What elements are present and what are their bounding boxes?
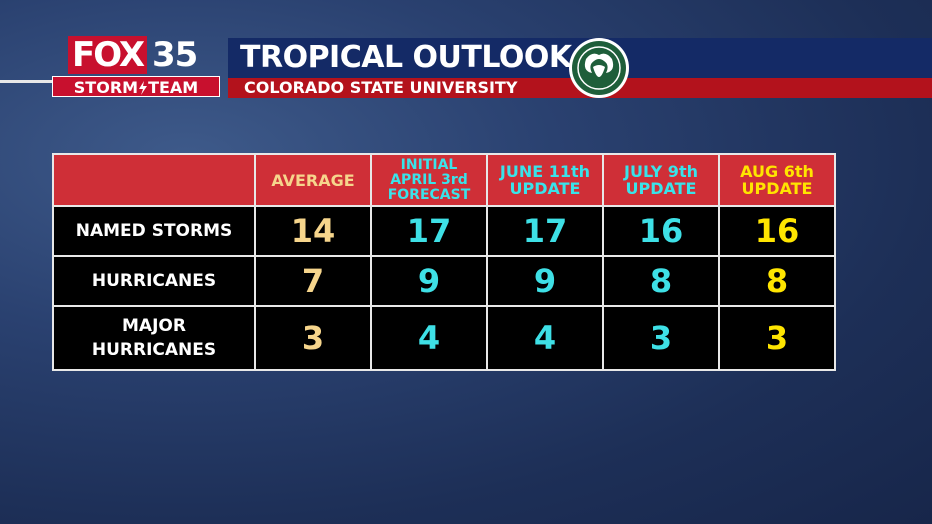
header-row: AVERAGE INITIAL APRIL 3rd FORECAST JUNE 11th… — [52, 153, 836, 207]
value-cell: 7 — [254, 255, 372, 307]
column-header: INITIAL APRIL 3rd FORECAST — [370, 153, 488, 207]
column-header-line: AUG 6th — [740, 162, 814, 181]
value-cell: 8 — [718, 255, 836, 307]
logo-team-right: TEAM — [148, 78, 199, 97]
value-cell: 3 — [254, 305, 372, 371]
bolt — [139, 81, 148, 95]
column-header-line: APRIL 3rd — [390, 171, 468, 188]
corner-cell — [52, 153, 256, 207]
value-cell: 9 — [370, 255, 488, 307]
title: TROPICAL OUTLOOK — [240, 40, 572, 75]
subtitle: COLORADO STATE UNIVERSITY — [244, 78, 518, 97]
value-cell: 14 — [254, 205, 372, 257]
row-label-line: HURRICANES — [91, 340, 217, 360]
logo-channel: 35 — [152, 35, 198, 75]
logo-brand: FOX — [68, 36, 148, 74]
logo-team-left: STORM — [73, 78, 139, 97]
row-label: NAMED STORMS — [52, 205, 256, 257]
column-header: JUNE 11th UPDATE — [486, 153, 604, 207]
value-cell: 16 — [602, 205, 720, 257]
column-header-line: UPDATE — [625, 179, 697, 198]
column-header: AVERAGE — [254, 153, 372, 207]
value-cell: 16 — [718, 205, 836, 257]
column-header-line: JULY 9th — [624, 162, 698, 181]
value-cell: 4 — [370, 305, 488, 371]
value-cell: 3 — [602, 305, 720, 371]
university-seal — [569, 38, 629, 98]
column-header-line: UPDATE — [741, 179, 813, 198]
logo-team: STORM TEAM — [52, 76, 220, 97]
row-label-line: HURRICANES — [91, 271, 217, 291]
column-header: AUG 6th UPDATE — [718, 153, 836, 207]
row-label: HURRICANES — [52, 255, 256, 307]
value-cell: 3 — [718, 305, 836, 371]
value-cell: 17 — [370, 205, 488, 257]
value-cell: 8 — [602, 255, 720, 307]
value-cell: 9 — [486, 255, 604, 307]
data-row: MAJOR HURRICANES 3 4 4 3 3 — [52, 305, 836, 371]
column-header-line: FORECAST — [387, 186, 471, 203]
data-row: NAMED STORMS 14 17 17 16 16 — [52, 205, 836, 257]
row-label-line: MAJOR — [122, 316, 186, 336]
column-header-line: AVERAGE — [271, 170, 355, 190]
column-header-line: INITIAL — [400, 156, 458, 173]
accent-line — [0, 80, 60, 83]
row-label: MAJOR HURRICANES — [52, 305, 256, 371]
value-cell: 17 — [486, 205, 604, 257]
column-header-line: UPDATE — [509, 179, 581, 198]
data-row: HURRICANES 7 9 9 8 8 — [52, 255, 836, 307]
column-header-line: JUNE 11th — [499, 162, 591, 181]
forecast-table: AVERAGE INITIAL APRIL 3rd FORECAST JUNE 11th… — [52, 153, 836, 371]
column-header: JULY 9th UPDATE — [602, 153, 720, 207]
row-label-line: NAMED STORMS — [75, 221, 233, 241]
value-cell: 4 — [486, 305, 604, 371]
